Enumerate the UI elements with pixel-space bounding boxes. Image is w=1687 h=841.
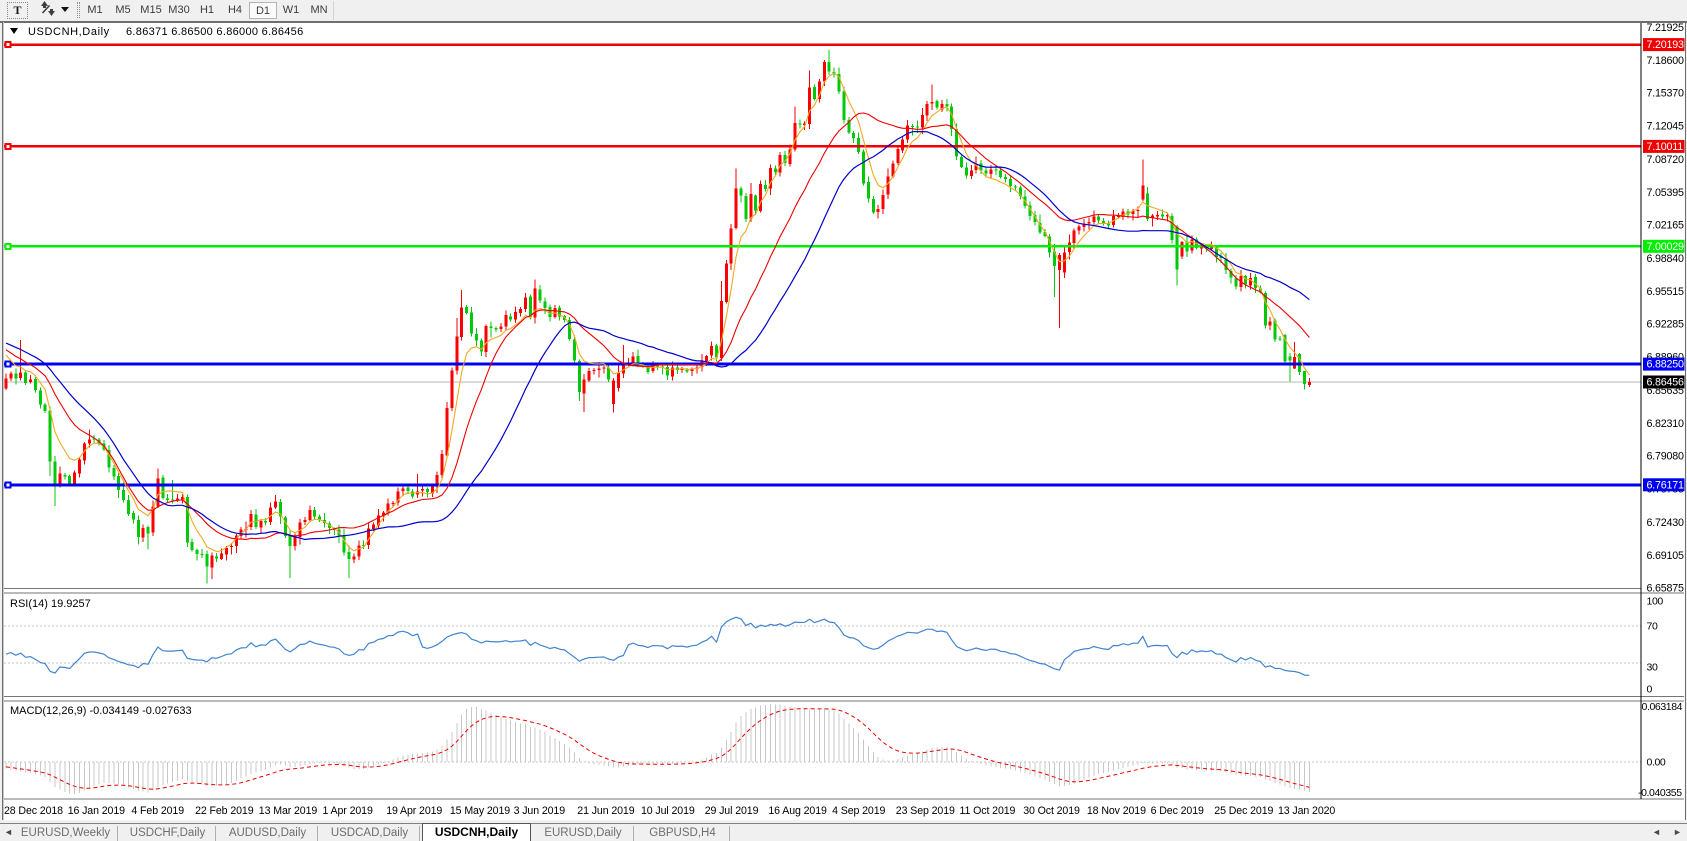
svg-text:6.79080: 6.79080 [1647, 450, 1684, 462]
svg-text:23 Sep 2019: 23 Sep 2019 [896, 805, 955, 817]
svg-text:4 Sep 2019: 4 Sep 2019 [832, 805, 885, 817]
svg-text:7.20193: 7.20193 [1647, 39, 1684, 51]
svg-text:7.05395: 7.05395 [1647, 187, 1684, 199]
svg-text:0.00: 0.00 [1647, 757, 1666, 769]
svg-text:13 Jan 2020: 13 Jan 2020 [1278, 805, 1335, 817]
svg-text:29 Jul 2019: 29 Jul 2019 [705, 805, 759, 817]
svg-text:11 Oct 2019: 11 Oct 2019 [960, 805, 1016, 817]
svg-text:USDCNH,Daily: USDCNH,Daily [28, 26, 110, 38]
svg-text:7.08720: 7.08720 [1647, 154, 1684, 166]
svg-text:6 Dec 2019: 6 Dec 2019 [1151, 805, 1204, 817]
svg-text:70: 70 [1647, 621, 1658, 633]
svg-text:6.65875: 6.65875 [1647, 582, 1684, 594]
svg-text:-0.040355: -0.040355 [1638, 787, 1682, 799]
svg-text:30: 30 [1647, 662, 1658, 674]
svg-text:3 Jun 2019: 3 Jun 2019 [514, 805, 566, 817]
svg-text:4 Feb 2019: 4 Feb 2019 [131, 805, 184, 817]
svg-text:MACD(12,26,9) -0.034149 -0.027: MACD(12,26,9) -0.034149 -0.027633 [10, 705, 192, 717]
svg-text:10 Jul 2019: 10 Jul 2019 [641, 805, 695, 817]
svg-text:100: 100 [1647, 596, 1664, 608]
svg-text:30 Oct 2019: 30 Oct 2019 [1023, 805, 1080, 817]
svg-text:6.69105: 6.69105 [1647, 550, 1684, 562]
svg-text:7.00029: 7.00029 [1647, 241, 1684, 253]
svg-text:19 Apr 2019: 19 Apr 2019 [386, 805, 442, 817]
svg-text:6.86371 6.86500 6.86000 6.8645: 6.86371 6.86500 6.86000 6.86456 [126, 26, 304, 38]
svg-text:25 Dec 2019: 25 Dec 2019 [1214, 805, 1273, 817]
svg-text:7.12045: 7.12045 [1647, 121, 1684, 133]
svg-text:15 May 2019: 15 May 2019 [450, 805, 510, 817]
svg-text:16 Aug 2019: 16 Aug 2019 [768, 805, 827, 817]
svg-text:6.86456: 6.86456 [1647, 377, 1684, 389]
svg-text:28 Dec 2018: 28 Dec 2018 [4, 805, 63, 817]
svg-text:RSI(14) 19.9257: RSI(14) 19.9257 [10, 598, 91, 610]
svg-text:18 Nov 2019: 18 Nov 2019 [1087, 805, 1146, 817]
svg-text:0.063184: 0.063184 [1642, 701, 1683, 713]
svg-text:1 Apr 2019: 1 Apr 2019 [323, 805, 373, 817]
svg-text:6.76171: 6.76171 [1647, 479, 1684, 491]
svg-text:7.21925: 7.21925 [1647, 22, 1684, 34]
svg-text:7.02165: 7.02165 [1647, 220, 1684, 232]
svg-text:16 Jan 2019: 16 Jan 2019 [68, 805, 125, 817]
svg-text:21 Jun 2019: 21 Jun 2019 [577, 805, 634, 817]
svg-text:6.98840: 6.98840 [1647, 253, 1684, 265]
svg-text:6.88250: 6.88250 [1647, 359, 1684, 371]
svg-text:7.10011: 7.10011 [1647, 141, 1684, 153]
svg-text:6.82310: 6.82310 [1647, 418, 1684, 430]
svg-text:6.92285: 6.92285 [1647, 318, 1684, 330]
svg-text:7.18600: 7.18600 [1647, 55, 1684, 67]
svg-text:0: 0 [1647, 684, 1653, 696]
svg-text:13 Mar 2019: 13 Mar 2019 [259, 805, 318, 817]
svg-text:6.72430: 6.72430 [1647, 517, 1684, 529]
svg-text:7.15370: 7.15370 [1647, 88, 1684, 100]
svg-text:6.95515: 6.95515 [1647, 286, 1684, 298]
svg-text:22 Feb 2019: 22 Feb 2019 [195, 805, 254, 817]
